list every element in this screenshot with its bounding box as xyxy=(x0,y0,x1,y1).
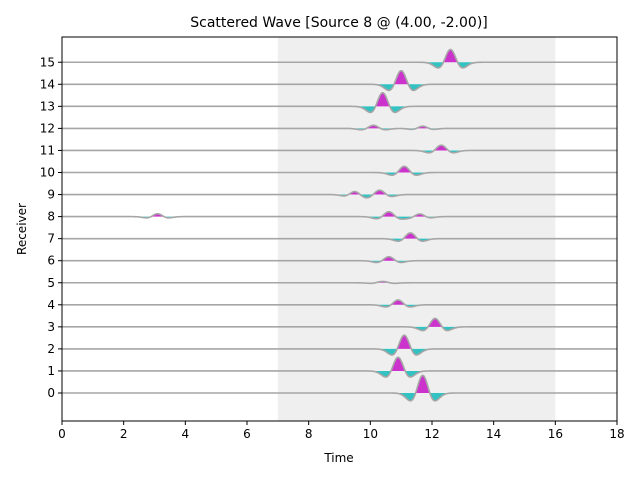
shaded-window xyxy=(277,37,556,421)
trace-receiver-7 xyxy=(62,232,617,243)
x-tick-label: 12 xyxy=(424,427,439,441)
y-tick-label: 1 xyxy=(47,364,55,378)
y-tick-label: 13 xyxy=(40,99,55,113)
trace-line-receiver-8 xyxy=(62,210,617,220)
y-tick-label: 14 xyxy=(40,77,55,91)
trace-line-receiver-9 xyxy=(62,189,617,199)
y-tick-label: 4 xyxy=(47,298,55,312)
y-tick-label: 0 xyxy=(47,386,55,400)
trace-line-receiver-1 xyxy=(62,356,617,378)
plot-frame xyxy=(61,36,618,422)
trace-line-receiver-11 xyxy=(62,144,617,154)
x-tick-label: 14 xyxy=(486,427,501,441)
trace-line-receiver-3 xyxy=(62,317,617,332)
y-tick-label: 9 xyxy=(47,188,55,202)
y-tick-label: 7 xyxy=(47,232,55,246)
x-tick-label: 16 xyxy=(548,427,563,441)
trace-receiver-9 xyxy=(62,189,617,199)
y-tick-label: 11 xyxy=(40,143,55,157)
traces-group xyxy=(62,48,617,402)
trace-receiver-15 xyxy=(62,48,617,69)
y-tick-label: 10 xyxy=(40,166,55,180)
y-tick-label: 8 xyxy=(47,210,55,224)
trace-receiver-12 xyxy=(62,124,617,131)
trace-line-receiver-7 xyxy=(62,232,617,243)
y-tick-label: 2 xyxy=(47,342,55,356)
chart-title: Scattered Wave [Source 8 @ (4.00, -2.00)… xyxy=(190,15,488,31)
x-tick-label: 2 xyxy=(120,427,128,441)
trace-receiver-0 xyxy=(62,374,617,402)
x-tick-label: 6 xyxy=(243,427,251,441)
y-tick-label: 3 xyxy=(47,320,55,334)
x-axis-label: Time xyxy=(323,451,353,465)
trace-receiver-13 xyxy=(62,91,617,114)
trace-line-receiver-2 xyxy=(62,334,617,356)
trace-line-receiver-14 xyxy=(62,69,617,92)
trace-line-receiver-6 xyxy=(62,255,617,264)
trace-receiver-2 xyxy=(62,334,617,356)
y-tick-label: 12 xyxy=(40,121,55,135)
x-tick-label: 10 xyxy=(363,427,378,441)
trace-receiver-1 xyxy=(62,356,617,378)
trace-receiver-5 xyxy=(62,280,617,285)
x-tick-label: 4 xyxy=(182,427,190,441)
y-tick-label: 6 xyxy=(47,254,55,268)
x-axis: 0 2 4 6 8 10 12 14 16 18 xyxy=(58,421,625,441)
trace-receiver-14 xyxy=(62,69,617,92)
x-tick-label: 0 xyxy=(58,427,66,441)
trace-line-receiver-4 xyxy=(62,299,617,308)
trace-line-receiver-10 xyxy=(62,165,617,177)
trace-receiver-8 xyxy=(62,210,617,220)
x-tick-label: 8 xyxy=(305,427,313,441)
y-tick-label: 5 xyxy=(47,276,55,290)
trace-receiver-4 xyxy=(62,299,617,308)
trace-receiver-6 xyxy=(62,255,617,264)
x-tick-label: 18 xyxy=(609,427,624,441)
trace-line-receiver-0 xyxy=(62,374,617,402)
trace-line-receiver-15 xyxy=(62,48,617,69)
y-axis-label: Receiver xyxy=(15,203,29,255)
trace-receiver-10 xyxy=(62,165,617,177)
trace-receiver-11 xyxy=(62,144,617,154)
trace-line-receiver-5 xyxy=(62,280,617,285)
y-tick-label: 15 xyxy=(40,55,55,69)
trace-receiver-3 xyxy=(62,317,617,332)
trace-line-receiver-12 xyxy=(62,124,617,131)
trace-line-receiver-13 xyxy=(62,91,617,114)
